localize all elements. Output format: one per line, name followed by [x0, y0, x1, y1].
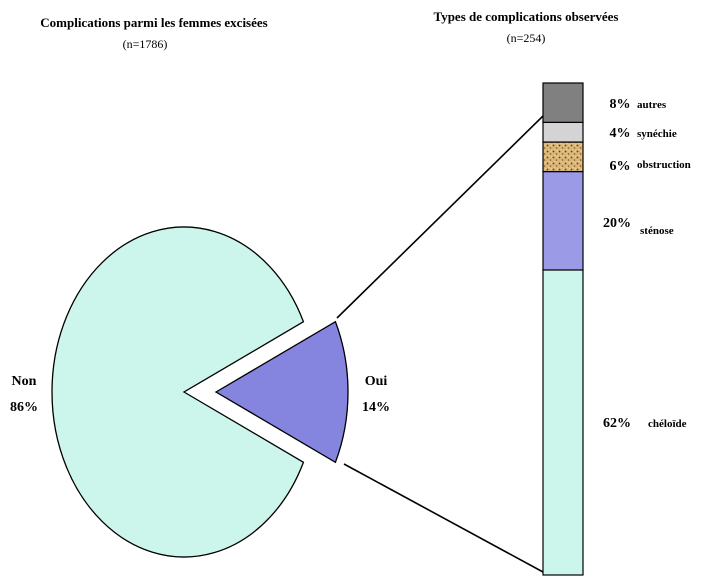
bar-segment-obstruction	[542, 141, 584, 173]
bar-title: Types de complications observées	[434, 9, 619, 24]
bar-label-synechie-name: synéchie	[637, 128, 677, 140]
connector-line-top	[336, 115, 544, 319]
pie-label-oui-name: Oui	[365, 374, 388, 389]
bar-segment-autres	[542, 82, 584, 123]
bar-label-cheloide-name: chéloïde	[648, 418, 687, 430]
pie-slice-oui	[214, 320, 349, 464]
pie-chart	[51, 226, 349, 558]
bar-subtitle: (n=254)	[507, 31, 546, 45]
bar-label-autres-value: 8%	[610, 97, 631, 112]
stacked-bar-chart	[542, 82, 584, 576]
pie-label-oui-value: 14%	[362, 400, 390, 415]
bar-segment-synéchie	[542, 121, 584, 143]
bar-label-autres-name: autres	[637, 99, 667, 111]
pie-subtitle: (n=1786)	[123, 37, 168, 51]
connector-line-bottom	[343, 463, 544, 573]
bar-label-obstruction-name: obstruction	[637, 159, 691, 171]
bar-label-stenose-name: sténose	[640, 225, 674, 237]
bar-segment-sténose	[542, 170, 584, 271]
pie-title: Complications parmi les femmes excisées	[40, 15, 267, 30]
bar-label-synechie-value: 4%	[610, 126, 631, 141]
bar-label-cheloide-value: 62%	[603, 416, 631, 431]
pie-label-non-value: 86%	[10, 400, 38, 415]
bar-label-obstruction-value: 6%	[610, 159, 631, 174]
pie-slice-non	[51, 226, 305, 558]
bar-label-stenose-value: 20%	[603, 216, 631, 231]
pie-label-non-name: Non	[12, 374, 37, 389]
bar-segment-chéloïde	[542, 269, 584, 576]
